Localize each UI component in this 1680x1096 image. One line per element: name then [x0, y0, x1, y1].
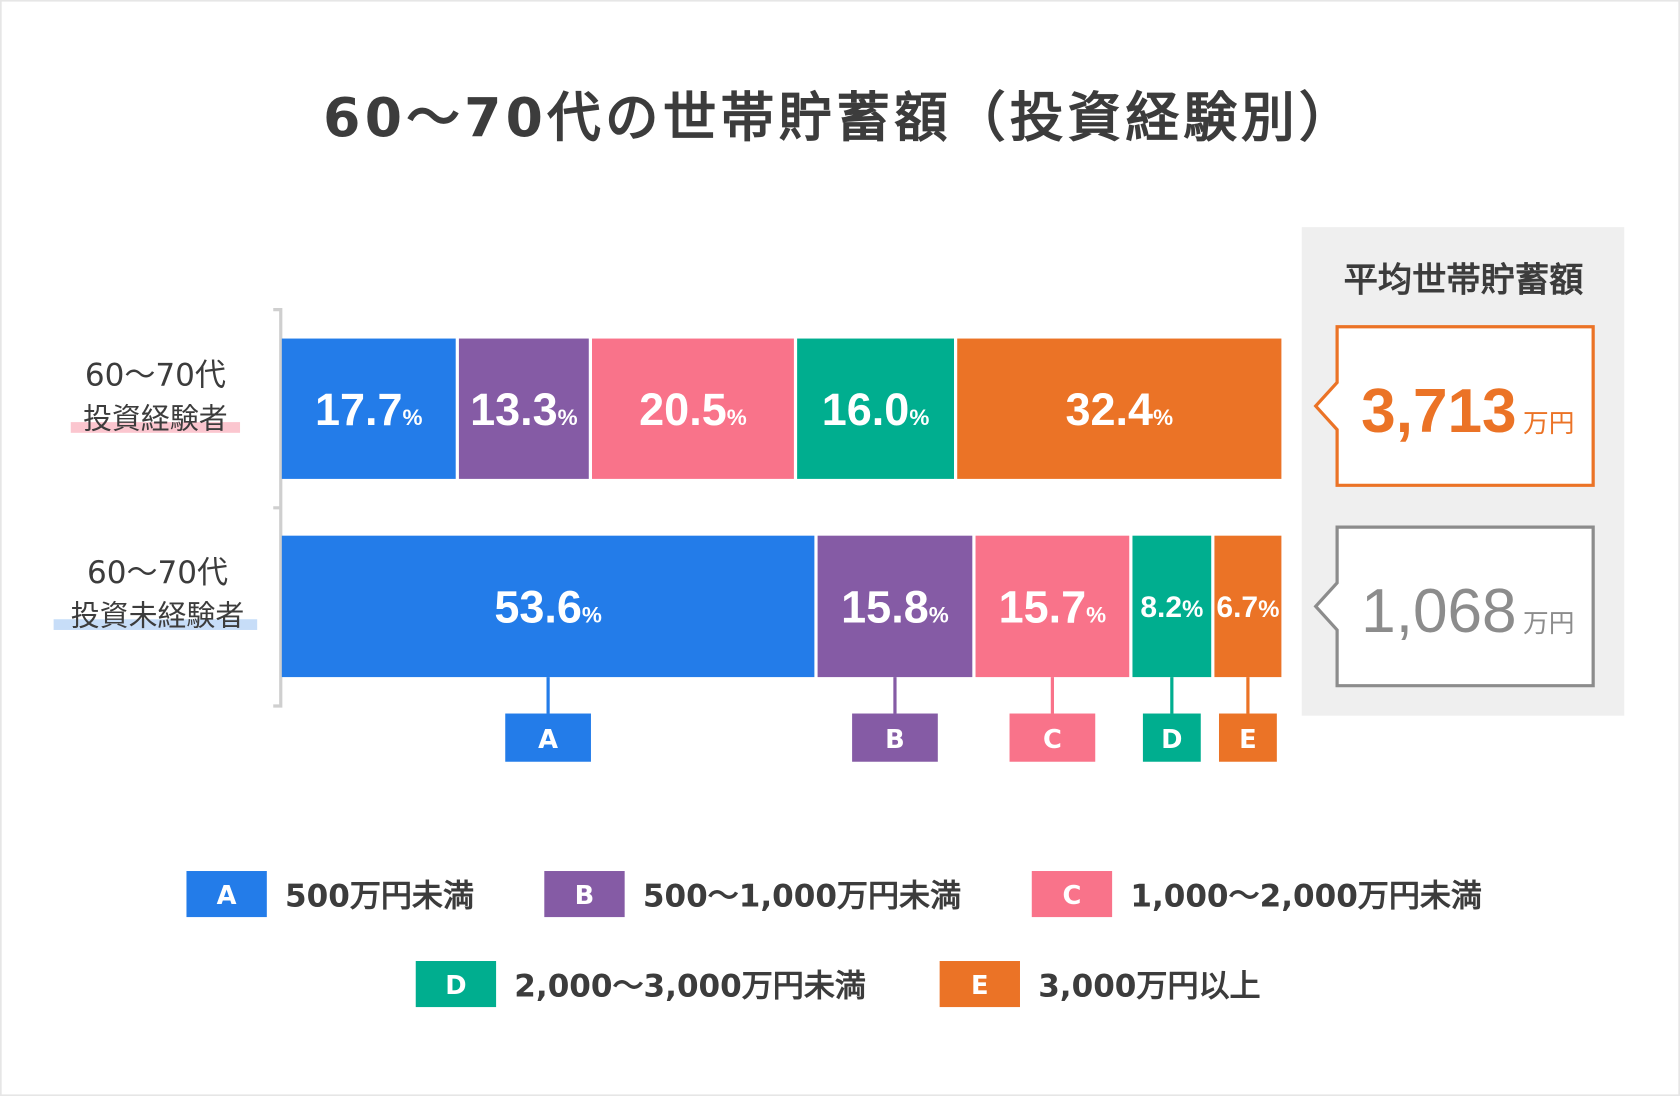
value-label: 6.7% — [1216, 591, 1279, 624]
value-label: 32.4% — [1066, 384, 1174, 435]
value-number: 6.7 — [1216, 591, 1258, 624]
average-callout — [1313, 525, 1595, 688]
bar-segment-E — [1214, 535, 1282, 678]
legend-key: E — [971, 971, 989, 1001]
key-box-E — [1218, 713, 1277, 762]
legend-item-E: E 3,000万円以上 — [939, 961, 1261, 1008]
label-underline — [70, 422, 241, 433]
bar-segment-C — [975, 535, 1130, 678]
key-letter: D — [1161, 725, 1182, 755]
value-label: 8.2% — [1140, 591, 1203, 624]
average-callout — [1313, 325, 1595, 487]
legend-label: 2,000〜3,000万円未満 — [514, 968, 866, 1004]
bar-segment-C — [592, 338, 794, 479]
value-unit: % — [1153, 405, 1173, 430]
legend-swatch — [415, 961, 497, 1008]
segment-keys: A B C D E — [505, 677, 1277, 762]
value-unit: % — [1182, 596, 1203, 623]
category-line2: 投資未経験者 — [71, 599, 244, 633]
category-label-1: 60〜70代 投資未経験者 — [53, 555, 258, 633]
value-label: 20.5% — [639, 384, 747, 435]
value-number: 8.2 — [1140, 591, 1182, 624]
bar-segment-A — [281, 535, 815, 678]
value-label: 16.0% — [822, 384, 930, 435]
value-label: 17.7% — [315, 384, 423, 435]
legend-key: C — [1063, 881, 1082, 911]
average-unit: 万円 — [1523, 610, 1574, 638]
average-value: 1,068 万円 — [1361, 577, 1574, 646]
key-letter: A — [538, 725, 558, 755]
bar-segment-A — [281, 338, 456, 479]
value-unit: % — [403, 405, 423, 430]
legend-key: A — [217, 881, 237, 911]
value-number: 20.5 — [639, 384, 727, 435]
legend: A 500万円未満 B 500〜1,000万円未満 C 1,000〜2,000万円未満 D 2… — [186, 871, 1482, 1008]
panel-title: 平均世帯貯蓄額 — [1344, 260, 1584, 300]
value-number: 17.7 — [315, 384, 403, 435]
legend-swatch — [186, 871, 267, 918]
value-label: 13.3% — [470, 384, 578, 435]
key-letter: B — [885, 725, 905, 755]
value-number: 53.6 — [494, 582, 582, 633]
legend-item-B: B 500〜1,000万円未満 — [544, 871, 961, 918]
key-letter: E — [1239, 725, 1257, 755]
key-box-C — [1009, 713, 1096, 762]
legend-key: D — [445, 971, 466, 1001]
legend-swatch — [544, 871, 625, 918]
average-number: 1,068 — [1361, 577, 1516, 646]
value-unit: % — [1258, 596, 1279, 623]
value-unit: % — [582, 603, 602, 628]
legend-key: B — [575, 881, 595, 911]
key-box-A — [505, 713, 591, 762]
value-unit: % — [727, 405, 747, 430]
value-number: 16.0 — [822, 384, 910, 435]
average-panel: 平均世帯貯蓄額 3,713 万円1,068 万円 — [1301, 227, 1625, 716]
legend-swatch — [939, 961, 1020, 1008]
legend-item-D: D 2,000〜3,000万円未満 — [415, 961, 866, 1008]
category-line1: 60〜70代 — [85, 358, 226, 394]
bar-segment-B — [458, 338, 589, 479]
bar-segment-D — [1132, 535, 1212, 678]
row-bracket — [273, 308, 283, 708]
legend-label: 1,000〜2,000万円未満 — [1130, 878, 1482, 914]
category-line2: 投資経験者 — [83, 402, 228, 436]
bar-segment-D — [797, 338, 954, 479]
bars: 17.7% 13.3% 20.5% 16.0% 32.4%53.6% 15.8% 15.7%… — [281, 338, 1282, 678]
value-unit: % — [909, 405, 929, 430]
value-number: 32.4 — [1066, 384, 1154, 435]
value-number: 15.7 — [999, 582, 1087, 633]
value-number: 13.3 — [470, 384, 558, 435]
value-label: 15.7% — [999, 582, 1107, 633]
average-number: 3,713 — [1361, 377, 1516, 446]
value-unit: % — [558, 405, 578, 430]
legend-label: 500〜1,000万円未満 — [643, 878, 961, 914]
key-box-B — [852, 713, 938, 762]
value-number: 15.8 — [841, 582, 929, 633]
legend-swatch — [1031, 871, 1113, 918]
chart-title: 60〜70代の世帯貯蓄額（投資経験別） — [323, 86, 1357, 149]
label-underline — [53, 619, 258, 630]
bar-segment-E — [957, 338, 1282, 479]
value-unit: % — [929, 603, 949, 628]
value-unit: % — [1086, 603, 1106, 628]
category-label-0: 60〜70代 投資経験者 — [70, 358, 241, 436]
value-label: 53.6% — [494, 582, 602, 633]
average-unit: 万円 — [1523, 410, 1574, 438]
legend-item-C: C 1,000〜2,000万円未満 — [1031, 871, 1482, 918]
key-letter: C — [1043, 725, 1062, 755]
legend-label: 3,000万円以上 — [1038, 968, 1260, 1004]
legend-item-A: A 500万円未満 — [186, 871, 474, 918]
value-label: 15.8% — [841, 582, 949, 633]
bar-segment-B — [817, 535, 973, 678]
average-value: 3,713 万円 — [1361, 377, 1574, 446]
category-line1: 60〜70代 — [87, 555, 228, 591]
key-box-D — [1142, 713, 1201, 762]
legend-label: 500万円未満 — [285, 878, 474, 914]
